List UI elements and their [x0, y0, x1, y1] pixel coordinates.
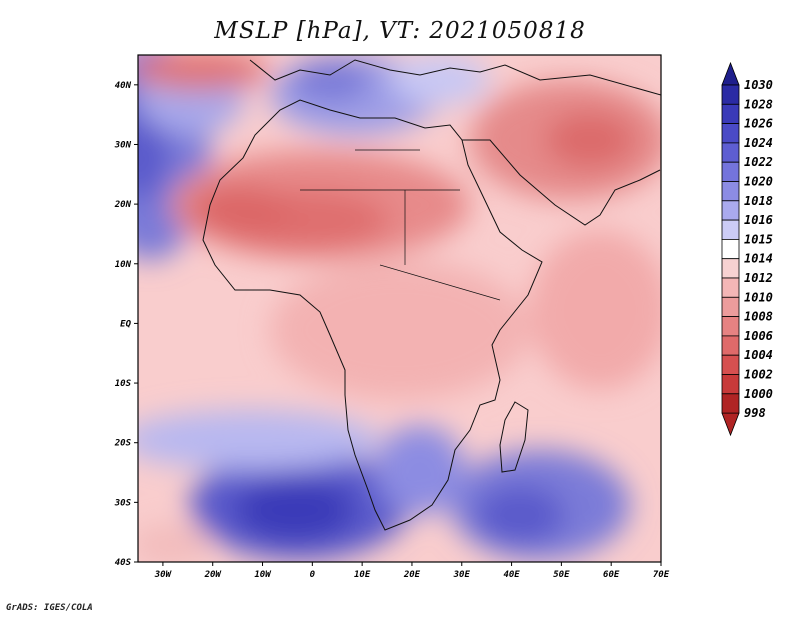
lat-tick-label: 40S [115, 558, 132, 568]
lat-tick-label: 40N [115, 81, 132, 91]
credit-label: GrADS: IGES/COLA [6, 603, 93, 613]
colorbar-swatch [721, 238, 740, 260]
colorbar-swatch [721, 354, 740, 375]
lat-tick-label: 10N [115, 260, 132, 270]
pressure-field [138, 55, 661, 562]
colorbar-swatch [721, 335, 740, 356]
colorbar-label: 1008 [744, 310, 773, 324]
colorbar-label: 1010 [744, 290, 773, 304]
lat-tick-label: 30N [114, 140, 132, 150]
lon-tick-label: 20W [204, 570, 223, 580]
colorbar-swatch [721, 181, 740, 202]
colorbar: 1030 1028 1026 1024 1022 1020 1018 1016 1015 1014… [721, 61, 773, 437]
colorbar-label: 1016 [744, 213, 773, 227]
lon-tick-label: 30W [154, 570, 173, 580]
colorbar-swatch [721, 277, 740, 298]
latitude-axis: 40N 30N 20N 10N EQ 10S 20S 30S 40S [114, 81, 138, 568]
colorbar-min-arrow [721, 412, 740, 437]
lat-tick-label: 20N [114, 200, 132, 210]
lon-tick-label: 20E [403, 570, 421, 580]
colorbar-swatch [721, 296, 740, 317]
colorbar-label: 1002 [744, 368, 773, 382]
lon-tick-label: 30E [453, 570, 471, 580]
colorbar-label: 1014 [744, 252, 773, 266]
lon-tick-label: 10E [354, 570, 371, 580]
colorbar-swatch [721, 374, 740, 395]
map-title: MSLP [hPa], VT: 2021050818 [214, 18, 586, 44]
lon-tick-label: 50E [553, 570, 570, 580]
lat-tick-label: 10S [115, 379, 132, 389]
colorbar-swatch [721, 219, 740, 240]
colorbar-swatch [721, 142, 740, 163]
colorbar-swatch [721, 316, 740, 337]
colorbar-label: 1006 [744, 329, 773, 343]
colorbar-label: 1020 [744, 175, 773, 189]
colorbar-max-arrow [721, 61, 740, 86]
lon-tick-label: 70E [653, 570, 670, 580]
madagascar-coastline [499, 401, 529, 473]
colorbar-label: 1000 [744, 387, 773, 401]
colorbar-label: 1024 [744, 136, 773, 150]
lon-tick-label: 10W [254, 570, 272, 580]
colorbar-label: 1028 [744, 97, 773, 111]
europe-coastline [249, 59, 661, 96]
colorbar-label: 1030 [744, 78, 773, 92]
colorbar-swatch [721, 84, 740, 105]
colorbar-label: 1012 [744, 271, 773, 285]
lat-tick-label: 30S [114, 498, 132, 508]
colorbar-swatch [721, 123, 740, 144]
colorbar-swatch [721, 161, 740, 182]
colorbar-swatch [721, 200, 740, 221]
lat-tick-label: EQ [120, 319, 131, 329]
colorbar-label: 1018 [744, 194, 773, 208]
colorbar-label: 1026 [744, 117, 773, 131]
arabia-coastline [462, 139, 661, 226]
colorbar-label: 1004 [744, 348, 773, 362]
colorbar-swatch [721, 258, 740, 279]
longitude-axis: 30W 20W 10W 0 10E 20E 30E 40E 50E 60E 70E [154, 562, 670, 580]
colorbar-label: 1022 [744, 155, 773, 169]
colorbar-swatch [721, 393, 740, 414]
colorbar-swatch [721, 103, 740, 125]
africa-coastline [202, 99, 543, 531]
lat-tick-label: 20S [114, 439, 132, 449]
lon-tick-label: 60E [603, 570, 620, 580]
coastlines [202, 59, 661, 531]
country-borders [300, 149, 501, 301]
map-frame [137, 54, 662, 563]
lon-tick-label: 0 [310, 570, 316, 580]
lon-tick-label: 40E [503, 570, 520, 580]
colorbar-label: 1015 [744, 232, 773, 246]
colorbar-label: 998 [744, 406, 766, 420]
